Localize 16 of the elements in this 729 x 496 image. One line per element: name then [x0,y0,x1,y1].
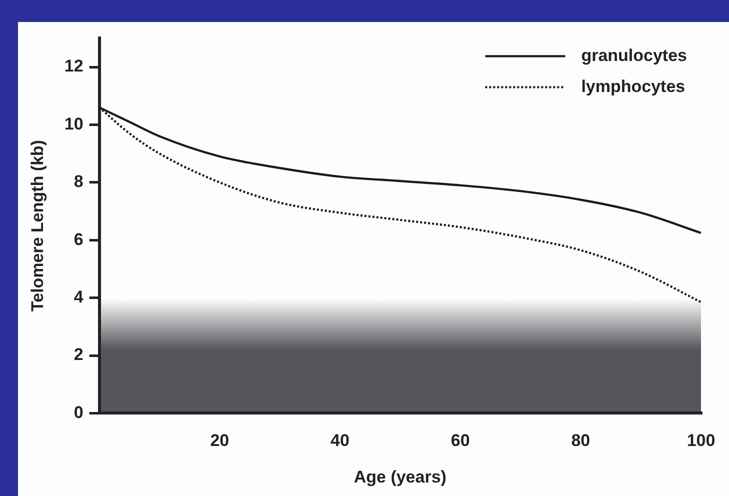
x-tick-label: 100 [686,431,716,450]
x-tick-label: 20 [210,431,230,450]
y-tick-label: 4 [74,288,84,307]
y-tick-label: 2 [74,345,84,364]
y-tick-label: 8 [74,172,84,192]
y-tick-label: 10 [64,114,84,134]
legend-label: granulocytes [581,46,687,65]
y-axis-title: Telomere Length (kb) [28,140,47,312]
y-tick-label: 12 [64,56,84,76]
x-tick-label: 80 [571,431,590,450]
x-axis-title: Age (years) [354,467,446,486]
y-tick-label: 6 [74,230,84,249]
x-tick-label: 40 [330,431,350,450]
y-tick-label: 0 [74,402,84,422]
x-tick-label: 60 [450,431,470,450]
legend-label: lymphocytes [581,76,686,96]
